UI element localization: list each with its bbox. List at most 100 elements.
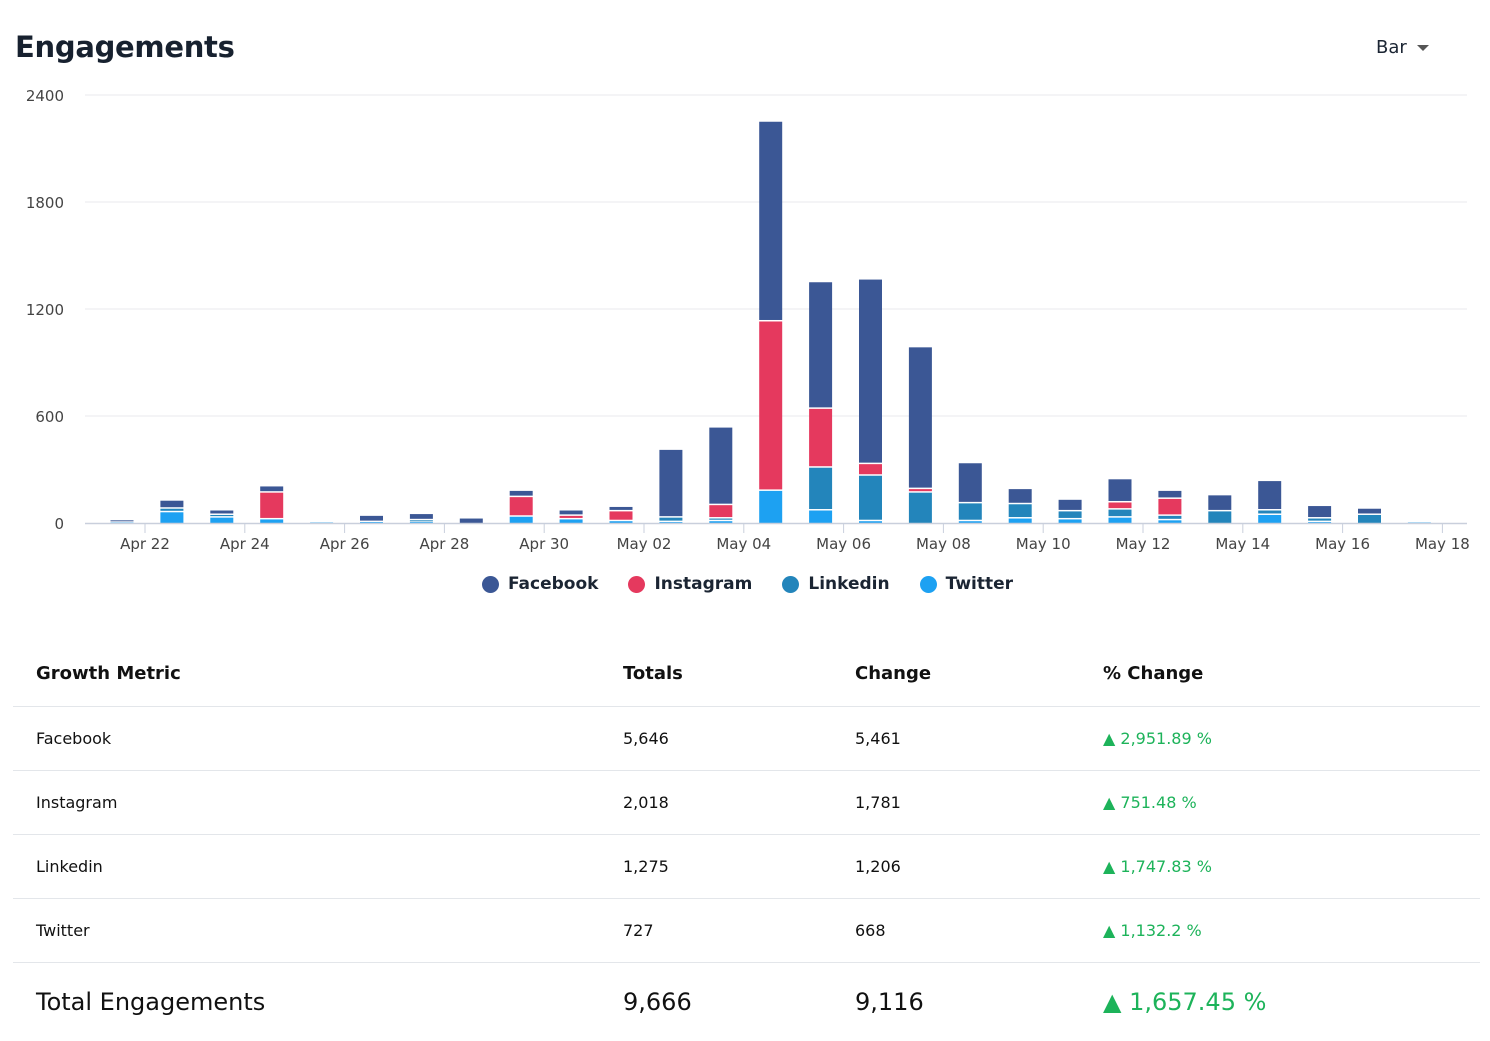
- bar-segment-linkedin: [1308, 519, 1331, 521]
- legend-item-instagram[interactable]: Instagram: [628, 574, 752, 594]
- bar-segment-linkedin: [1009, 504, 1032, 517]
- bar-segment-facebook: [111, 520, 134, 521]
- bar-segment-facebook: [410, 514, 433, 519]
- bar-segment-instagram: [1158, 499, 1181, 514]
- x-tick-label: May 10: [1016, 535, 1071, 553]
- bar-segment-linkedin: [410, 520, 433, 521]
- bar-segment-twitter: [160, 512, 183, 523]
- bar-segment-twitter: [1158, 520, 1181, 523]
- bar-segment-instagram: [260, 493, 283, 518]
- legend-label: Facebook: [508, 574, 599, 594]
- bar-segment-instagram: [610, 511, 633, 519]
- bar-segment-linkedin: [909, 493, 932, 523]
- pct-change-cell: ▲ 2,951.89 %: [1102, 707, 1480, 771]
- bar-segment-twitter: [759, 491, 782, 523]
- bar-segment-facebook: [1009, 489, 1032, 503]
- bar-segment-instagram: [759, 321, 782, 489]
- bar-segment-twitter: [260, 519, 283, 523]
- totals-cell: 5,646: [622, 707, 854, 771]
- bar-segment-twitter: [959, 521, 982, 523]
- legend-item-linkedin[interactable]: Linkedin: [782, 574, 889, 594]
- bar-segment-facebook: [1358, 509, 1381, 514]
- legend-label: Twitter: [946, 574, 1013, 594]
- bar-segment-instagram: [909, 489, 932, 491]
- y-tick-label: 600: [35, 408, 64, 426]
- bar-segment-facebook: [1158, 491, 1181, 498]
- x-tick-label: May 02: [617, 535, 672, 553]
- bar-segment-facebook: [210, 511, 233, 514]
- x-tick-label: Apr 30: [519, 535, 569, 553]
- bar-segment-linkedin: [659, 518, 682, 521]
- bar-segment-twitter: [1009, 519, 1032, 523]
- bar-segment-facebook: [859, 280, 882, 463]
- bar-segment-twitter: [809, 511, 832, 523]
- x-tick-label: Apr 24: [220, 535, 270, 553]
- legend-dot-icon: [482, 576, 499, 593]
- y-tick-label: 0: [54, 515, 64, 533]
- x-tick-label: May 14: [1215, 535, 1270, 553]
- metric-cell: Linkedin: [13, 835, 622, 899]
- bar-segment-linkedin: [859, 476, 882, 520]
- x-tick-label: Apr 22: [120, 535, 170, 553]
- metric-cell: Instagram: [13, 771, 622, 835]
- legend-dot-icon: [628, 576, 645, 593]
- x-tick-label: May 12: [1116, 535, 1171, 553]
- x-tick-label: May 16: [1315, 535, 1370, 553]
- bar-segment-twitter: [1059, 519, 1082, 523]
- change-cell: 9,116: [854, 963, 1102, 1041]
- column-header: Change: [854, 640, 1102, 707]
- legend-item-twitter[interactable]: Twitter: [920, 574, 1013, 594]
- bar-segment-twitter: [610, 521, 633, 523]
- metric-cell: Twitter: [13, 899, 622, 963]
- pct-change-cell: ▲ 751.48 %: [1102, 771, 1480, 835]
- bar-segment-facebook: [160, 501, 183, 508]
- pct-change-cell: ▲ 1,657.45 %: [1102, 963, 1480, 1041]
- metric-cell: Total Engagements: [13, 963, 622, 1041]
- bar-segment-facebook: [759, 122, 782, 320]
- bar-segment-linkedin: [1109, 510, 1132, 517]
- bar-segment-instagram: [560, 516, 583, 518]
- legend-item-facebook[interactable]: Facebook: [482, 574, 599, 594]
- legend-label: Instagram: [654, 574, 752, 594]
- change-cell: 1,781: [854, 771, 1102, 835]
- pct-change-cell: ▲ 1,747.83 %: [1102, 835, 1480, 899]
- bar-segment-linkedin: [709, 519, 732, 520]
- y-tick-label: 1200: [26, 301, 64, 319]
- bar-segment-linkedin: [809, 468, 832, 509]
- totals-cell: 9,666: [622, 963, 854, 1041]
- x-tick-label: May 08: [916, 535, 971, 553]
- bar-segment-instagram: [1109, 502, 1132, 508]
- x-tick-label: Apr 26: [320, 535, 370, 553]
- legend-dot-icon: [782, 576, 799, 593]
- column-header: Growth Metric: [13, 640, 622, 707]
- totals-cell: 727: [622, 899, 854, 963]
- x-tick-label: May 06: [816, 535, 871, 553]
- bar-segment-twitter: [859, 521, 882, 523]
- bar-segment-linkedin: [210, 515, 233, 516]
- x-tick-label: May 04: [716, 535, 771, 553]
- bar-segment-twitter: [510, 517, 533, 523]
- bar-segment-facebook: [260, 486, 283, 491]
- bar-segment-linkedin: [160, 509, 183, 511]
- totals-cell: 2,018: [622, 771, 854, 835]
- bar-segment-facebook: [959, 463, 982, 502]
- change-cell: 1,206: [854, 835, 1102, 899]
- bar-segment-instagram: [709, 505, 732, 517]
- change-cell: 5,461: [854, 707, 1102, 771]
- bar-segment-instagram: [859, 464, 882, 474]
- column-header: Totals: [622, 640, 854, 707]
- bar-segment-facebook: [809, 282, 832, 407]
- bar-segment-linkedin: [1208, 511, 1231, 523]
- bar-segment-facebook: [659, 450, 682, 516]
- bar-segment-twitter: [210, 518, 233, 523]
- bar-segment-facebook: [560, 511, 583, 515]
- bar-segment-facebook: [909, 347, 932, 487]
- bar-segment-facebook: [1059, 500, 1082, 510]
- table-header: Growth Metric Totals Change % Change: [13, 640, 1480, 707]
- bar-segment-twitter: [1109, 518, 1132, 523]
- y-tick-label: 1800: [26, 194, 64, 212]
- bar-segment-twitter: [709, 521, 732, 523]
